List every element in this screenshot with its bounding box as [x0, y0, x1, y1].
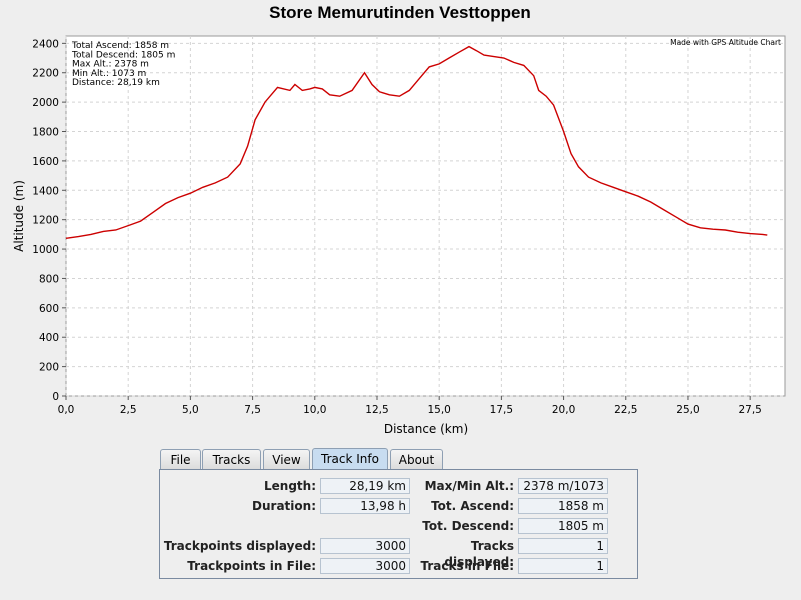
- y-axis-ticks: 0 200 400 600 800 1000 1200 1400 1600 1800 2000 220…: [32, 38, 66, 403]
- x-tick-label: 15,0: [427, 404, 450, 416]
- x-tick-label: 7,5: [244, 404, 261, 416]
- chart-title: Store Memurutinden Vesttoppen: [269, 3, 531, 22]
- stat-line: Min Alt.: 1073 m: [72, 69, 146, 79]
- trackpoints-file-field: 3000: [320, 558, 410, 574]
- altitude-profile-line: [65, 45, 768, 239]
- y-tick-label: 600: [39, 303, 59, 315]
- x-axis-ticks: 0,0 2,5 5,0 7,5 10,0 12,5 15,0 17,5 20,0 22,5 25,0…: [58, 396, 762, 416]
- tab-about[interactable]: About: [390, 449, 443, 469]
- tracks-file-field: 1: [518, 558, 608, 574]
- grid-lines: [65, 36, 785, 397]
- plot-area: [65, 35, 786, 397]
- stat-line: Total Descend: 1805 m: [71, 50, 175, 60]
- x-tick-label: 22,5: [614, 404, 637, 416]
- tot-descend-label: Tot. Descend:: [422, 519, 514, 533]
- x-tick-label: 25,0: [676, 404, 699, 416]
- y-tick-label: 1200: [32, 215, 59, 227]
- stat-line: Distance: 28,19 km: [72, 78, 160, 88]
- tot-descend-field: 1805 m: [518, 518, 608, 534]
- y-tick-label: 2400: [32, 38, 59, 50]
- trackpoints-file-label: Trackpoints in File:: [187, 559, 316, 573]
- altitude-chart: Store Memurutinden Vesttoppen 0 200 400 600…: [12, 3, 786, 436]
- tot-ascend-label: Tot. Ascend:: [431, 499, 514, 513]
- tracks-file-label: Tracks in File:: [420, 559, 515, 573]
- duration-field: 13,98 h: [320, 498, 410, 514]
- y-tick-label: 2200: [32, 68, 59, 80]
- x-axis-label: Distance (km): [384, 422, 468, 436]
- stat-line: Total Ascend: 1858 m: [71, 41, 169, 51]
- tracks-displayed-field: 1: [518, 538, 608, 554]
- y-tick-label: 1800: [32, 127, 59, 139]
- length-field: 28,19 km: [320, 478, 410, 494]
- tab-file[interactable]: File: [160, 449, 201, 469]
- y-axis-label: Altitude (m): [12, 180, 26, 252]
- x-tick-label: 10,0: [303, 404, 326, 416]
- x-tick-label: 20,0: [552, 404, 575, 416]
- y-tick-label: 200: [39, 362, 59, 374]
- tab-view[interactable]: View: [263, 449, 310, 469]
- y-tick-label: 1600: [32, 156, 59, 168]
- y-tick-label: 1000: [32, 244, 59, 256]
- x-tick-label: 0,0: [58, 404, 75, 416]
- x-tick-label: 12,5: [365, 404, 388, 416]
- y-tick-label: 0: [52, 391, 59, 403]
- x-tick-label: 5,0: [182, 404, 199, 416]
- y-tick-label: 400: [39, 332, 59, 344]
- x-tick-label: 17,5: [490, 404, 513, 416]
- duration-label: Duration:: [252, 499, 316, 513]
- y-tick-label: 1400: [32, 185, 59, 197]
- x-tick-label: 27,5: [738, 404, 761, 416]
- trackpoints-displayed-field: 3000: [320, 538, 410, 554]
- y-tick-label: 2000: [32, 97, 59, 109]
- tracks-displayed-label: Tracks displayed:: [444, 539, 514, 569]
- trackpoints-displayed-label: Trackpoints displayed:: [163, 539, 316, 553]
- watermark: Made with GPS Altitude Chart: [670, 38, 781, 47]
- track-info-panel: Length: 28,19 km Duration: 13,98 h Track…: [159, 469, 638, 579]
- tot-ascend-field: 1858 m: [518, 498, 608, 514]
- tab-track-info[interactable]: Track Info: [312, 448, 388, 470]
- x-tick-label: 2,5: [120, 404, 137, 416]
- stat-line: Max Alt.: 2378 m: [72, 60, 149, 70]
- maxmin-alt-label: Max/Min Alt.:: [424, 479, 514, 493]
- length-label: Length:: [264, 479, 316, 493]
- tab-tracks[interactable]: Tracks: [202, 449, 261, 469]
- y-tick-label: 800: [39, 273, 59, 285]
- maxmin-alt-field: 2378 m/1073 m: [518, 478, 608, 508]
